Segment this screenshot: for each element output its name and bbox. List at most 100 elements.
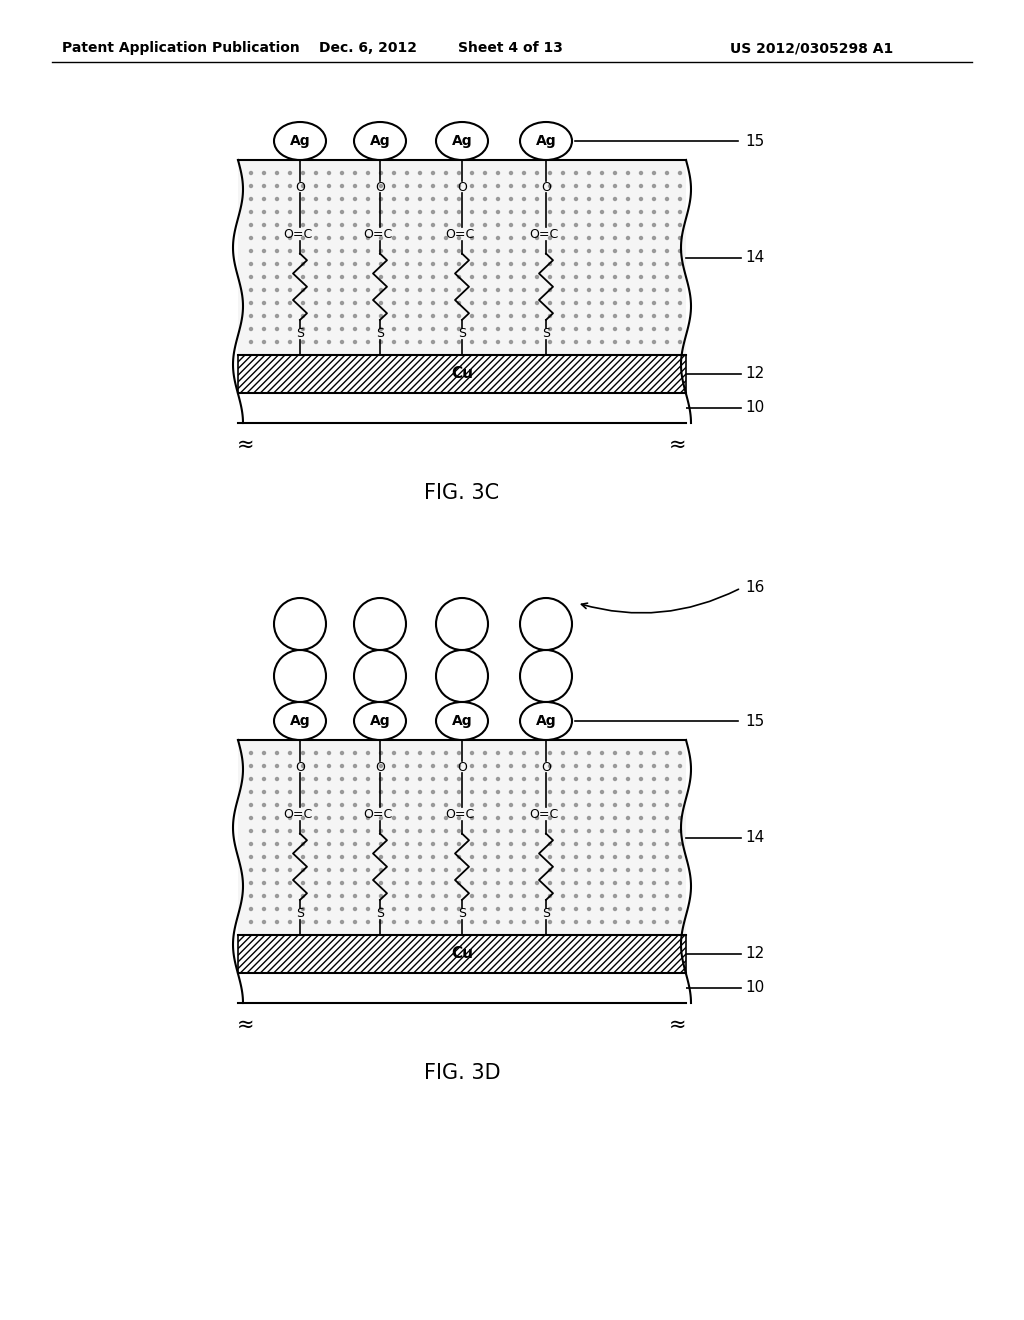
Circle shape — [483, 764, 486, 767]
Circle shape — [574, 172, 578, 174]
Circle shape — [458, 791, 461, 793]
Circle shape — [574, 895, 578, 898]
Circle shape — [406, 882, 409, 884]
Circle shape — [275, 855, 279, 858]
Circle shape — [536, 882, 539, 884]
Circle shape — [613, 249, 616, 252]
Circle shape — [627, 817, 630, 820]
Circle shape — [574, 249, 578, 252]
Circle shape — [406, 908, 409, 911]
Circle shape — [353, 263, 356, 265]
Circle shape — [406, 869, 409, 871]
Circle shape — [627, 920, 630, 924]
Circle shape — [275, 276, 279, 279]
Circle shape — [301, 908, 304, 911]
Circle shape — [561, 210, 564, 214]
Circle shape — [536, 314, 539, 318]
Circle shape — [600, 751, 603, 755]
Circle shape — [561, 341, 564, 343]
Circle shape — [250, 341, 253, 343]
Circle shape — [613, 314, 616, 318]
Text: O=C: O=C — [284, 227, 312, 240]
Circle shape — [588, 185, 591, 187]
Circle shape — [328, 341, 331, 343]
Circle shape — [652, 777, 655, 780]
Circle shape — [510, 751, 512, 755]
Circle shape — [483, 895, 486, 898]
Circle shape — [497, 855, 500, 858]
Circle shape — [367, 263, 370, 265]
Circle shape — [392, 895, 395, 898]
Circle shape — [574, 817, 578, 820]
Circle shape — [380, 920, 383, 924]
Circle shape — [679, 777, 682, 780]
Circle shape — [652, 829, 655, 833]
Circle shape — [341, 327, 343, 330]
Circle shape — [613, 777, 616, 780]
Circle shape — [341, 276, 343, 279]
Circle shape — [549, 908, 552, 911]
Circle shape — [470, 842, 473, 846]
Circle shape — [380, 314, 383, 318]
Circle shape — [470, 908, 473, 911]
Circle shape — [431, 341, 434, 343]
Text: S: S — [376, 327, 384, 341]
Circle shape — [679, 842, 682, 846]
Circle shape — [262, 764, 265, 767]
Circle shape — [458, 855, 461, 858]
Circle shape — [522, 882, 525, 884]
Circle shape — [419, 804, 422, 807]
Circle shape — [497, 223, 500, 227]
Circle shape — [549, 895, 552, 898]
Circle shape — [588, 289, 591, 292]
Circle shape — [250, 829, 253, 833]
Circle shape — [328, 327, 331, 330]
Circle shape — [510, 223, 512, 227]
Circle shape — [613, 198, 616, 201]
Circle shape — [289, 210, 292, 214]
Circle shape — [367, 920, 370, 924]
Circle shape — [510, 301, 512, 305]
Circle shape — [444, 172, 447, 174]
Circle shape — [289, 301, 292, 305]
Circle shape — [314, 301, 317, 305]
Circle shape — [483, 198, 486, 201]
Circle shape — [561, 791, 564, 793]
Circle shape — [328, 791, 331, 793]
Circle shape — [652, 882, 655, 884]
Circle shape — [341, 869, 343, 871]
Circle shape — [652, 908, 655, 911]
Circle shape — [380, 301, 383, 305]
Circle shape — [536, 263, 539, 265]
Circle shape — [444, 276, 447, 279]
Circle shape — [275, 869, 279, 871]
Circle shape — [574, 908, 578, 911]
Circle shape — [406, 301, 409, 305]
Text: O=C: O=C — [364, 227, 392, 240]
Circle shape — [549, 804, 552, 807]
Circle shape — [341, 895, 343, 898]
Circle shape — [419, 817, 422, 820]
Circle shape — [380, 263, 383, 265]
Circle shape — [406, 791, 409, 793]
Circle shape — [341, 249, 343, 252]
Circle shape — [289, 804, 292, 807]
Circle shape — [522, 185, 525, 187]
Circle shape — [314, 289, 317, 292]
Circle shape — [367, 210, 370, 214]
Circle shape — [392, 249, 395, 252]
Circle shape — [588, 236, 591, 239]
Circle shape — [380, 223, 383, 227]
Circle shape — [289, 327, 292, 330]
Circle shape — [549, 236, 552, 239]
Circle shape — [262, 882, 265, 884]
Circle shape — [666, 236, 669, 239]
Circle shape — [613, 301, 616, 305]
Circle shape — [458, 327, 461, 330]
Circle shape — [380, 249, 383, 252]
Circle shape — [549, 289, 552, 292]
Circle shape — [470, 198, 473, 201]
Circle shape — [640, 804, 642, 807]
Circle shape — [627, 777, 630, 780]
Text: O=C: O=C — [529, 808, 559, 821]
